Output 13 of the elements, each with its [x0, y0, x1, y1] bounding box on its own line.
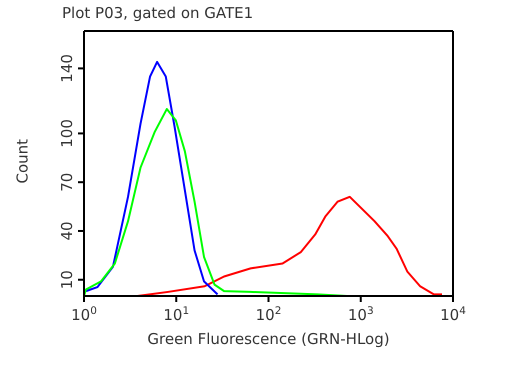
y-tick-label: 40 [58, 221, 76, 241]
y-tick-label: 140 [58, 54, 76, 83]
x-axis-title: Green Fluorescence (GRN-HLog) [147, 330, 390, 348]
x-tick-label: 10$^{0}$ [71, 305, 97, 324]
x-tick-label: 10$^{4}$ [440, 305, 466, 324]
x-tick-label: 10$^{1}$ [163, 305, 190, 324]
y-tick-label: 10 [58, 270, 76, 290]
y-tick-label: 100 [58, 119, 76, 148]
y-tick-label: 70 [58, 172, 76, 192]
x-tick-label: 10$^{2}$ [256, 305, 282, 324]
y-axis-title: Count [13, 138, 32, 184]
x-tick-label: 10$^{3}$ [348, 305, 374, 324]
chart-title: Plot P03, gated on GATE1 [62, 4, 254, 22]
